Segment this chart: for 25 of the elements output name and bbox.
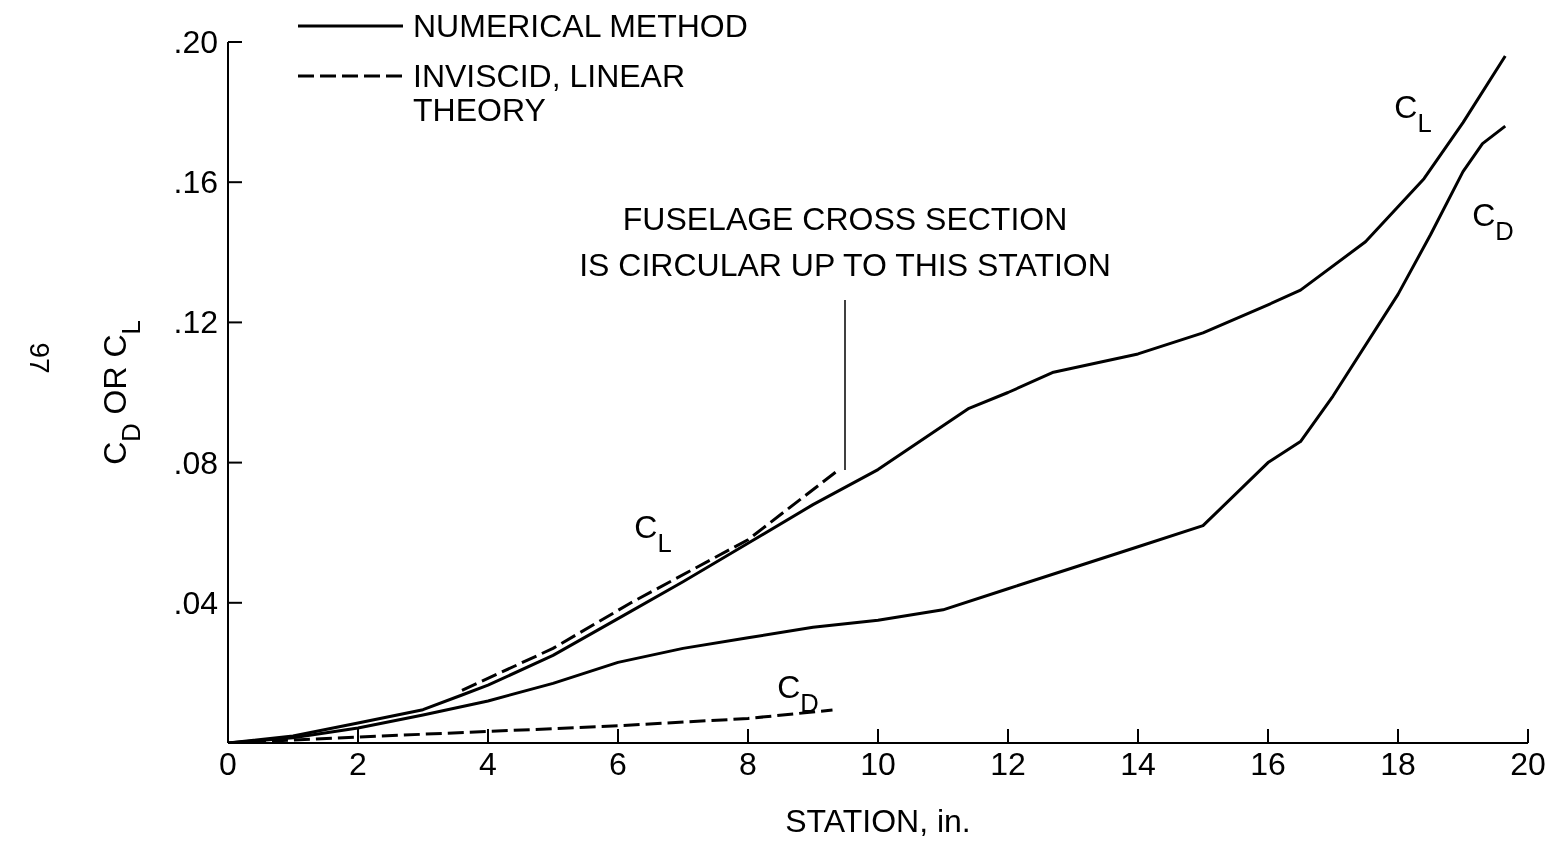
x-tick-label: 6: [609, 746, 627, 782]
annotation: C$_{D}$: [1472, 197, 1514, 245]
x-tick-label: 10: [860, 746, 896, 782]
x-axis-title: STATION, in.: [785, 803, 971, 839]
x-tick-label: 2: [349, 746, 367, 782]
annotation: C$_{L}$: [1394, 89, 1432, 137]
x-tick-label: 0: [219, 746, 237, 782]
y-tick-label: .12: [173, 304, 218, 341]
x-tick-label: 16: [1250, 746, 1286, 782]
x-tick-label: 18: [1380, 746, 1416, 782]
x-tick-label: 14: [1120, 746, 1156, 782]
legend-label: INVISCID, LINEAR THEORY: [413, 58, 686, 128]
legend-label: NUMERICAL METHOD: [413, 8, 748, 44]
annotation: FUSELAGE CROSS SECTION IS CIRCULAR UP TO THIS STATION: [579, 201, 1111, 283]
y-tick-label: .04: [173, 584, 218, 621]
x-tick-label: 4: [479, 746, 497, 782]
text: 97: [24, 342, 55, 374]
x-tick-label: 12: [990, 746, 1026, 782]
y-tick-label: .20: [173, 24, 218, 60]
annotation: C$_{L}$: [634, 509, 672, 557]
x-tick-label: 20: [1510, 746, 1546, 782]
y-tick-label: .08: [173, 444, 218, 481]
x-tick-label: 8: [739, 746, 757, 782]
annotation: C$_{D}$: [777, 669, 819, 717]
y-tick-label: .16: [173, 164, 218, 201]
